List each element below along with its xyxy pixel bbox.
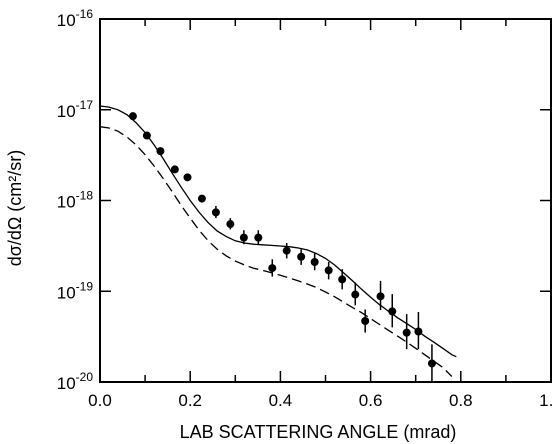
data-points	[128, 112, 436, 382]
data-point	[211, 208, 220, 217]
x-tick-label: 0.6	[359, 391, 383, 410]
y-tick-label: 10-17	[57, 98, 94, 121]
x-tick-label: 0.4	[269, 391, 293, 410]
data-point	[338, 275, 347, 284]
plot-frame	[99, 18, 552, 383]
data-point	[226, 220, 235, 229]
x-tick-label: 0.2	[178, 391, 202, 410]
y-tick-label: 10-16	[57, 7, 94, 30]
data-point	[297, 252, 306, 261]
y-tick-label: 10-18	[57, 189, 94, 212]
data-point	[310, 258, 319, 267]
data-point	[351, 290, 360, 299]
data-point	[361, 317, 370, 326]
data-point	[402, 328, 411, 337]
axes: 0.0 0.2 0.4 0.6 0.8 1.0 10-20 10-19 10-18 10-17 10…	[57, 7, 552, 410]
data-point	[128, 112, 137, 121]
data-point	[427, 359, 436, 368]
y-tick-label: 10-19	[57, 279, 94, 302]
data-point	[376, 292, 385, 301]
data-point	[282, 246, 291, 255]
data-point	[414, 327, 423, 336]
x-tick-label: 1.0	[539, 391, 552, 410]
dashed-curve	[99, 126, 453, 377]
solid-curve	[99, 105, 457, 358]
theory-curves	[99, 105, 457, 377]
data-point	[197, 194, 206, 203]
data-point	[268, 264, 277, 273]
data-point	[142, 131, 151, 140]
data-point	[324, 266, 333, 275]
data-point	[254, 233, 263, 242]
data-point	[183, 173, 192, 182]
data-point	[170, 165, 179, 174]
y-tick-label: 10-20	[57, 370, 94, 393]
x-tick-label: 0.0	[88, 391, 112, 410]
data-point	[388, 307, 397, 316]
x-tick-label: 0.8	[449, 391, 473, 410]
x-axis-title: LAB SCATTERING ANGLE (mrad)	[180, 422, 457, 442]
data-point	[156, 147, 165, 156]
data-point	[239, 233, 248, 242]
y-axis-title: dσ/dΩ (cm²/sr)	[5, 150, 25, 267]
